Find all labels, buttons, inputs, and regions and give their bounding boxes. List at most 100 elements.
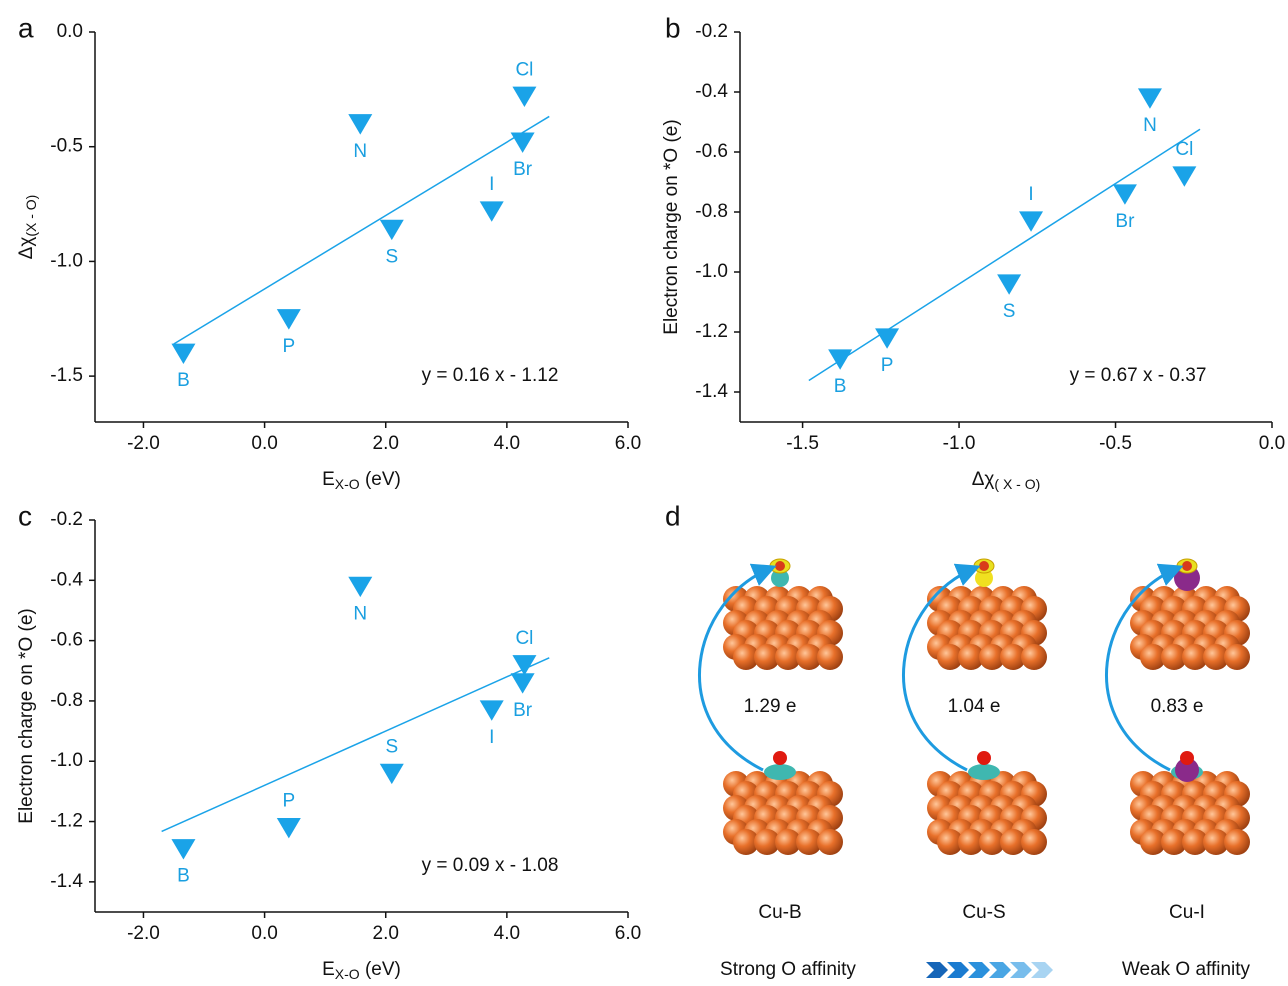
y-label-main: Electron charge on *O (e) [661,119,682,334]
point-label: I [489,174,494,195]
y-tick-label: -0.6 [695,141,728,162]
point [1019,211,1043,231]
x-tick-label: 2.0 [373,433,399,454]
point [480,700,504,720]
cu-atom [1224,829,1250,855]
cu-atom [817,644,843,670]
o-top [979,561,989,571]
x-tick-label: -1.5 [786,433,819,454]
point-label: P [282,791,295,812]
x-tick-label: 6.0 [615,433,641,454]
x-axis-label: EX-O (eV) [322,469,401,492]
y-tick-label: -1.2 [695,321,728,342]
point-label: Cl [515,59,533,80]
point [348,577,372,597]
point-label: B [177,370,190,391]
cu-atom [1021,829,1047,855]
x-label-sub: X-O [335,966,360,981]
charge-label: 1.04 e [948,696,1001,717]
y-tick-label: -0.6 [50,630,83,651]
panel-label: a [18,12,34,43]
y-tick-label: -0.4 [50,569,83,590]
y-tick-label: -0.8 [50,690,83,711]
cu-atom [1224,644,1250,670]
cu-atom [1021,644,1047,670]
x-tick-label: -1.0 [943,433,976,454]
x-label-unit: (eV) [360,469,401,490]
point [277,309,301,329]
panel-label: c [18,500,32,531]
system-label: Cu-B [758,902,801,923]
point-label: S [385,736,398,757]
y-label-main: Δχ [16,237,37,260]
caption-left: Strong O affinity [720,959,856,980]
o-bottom [1180,751,1194,765]
x-tick-label: 4.0 [494,923,520,944]
point [511,133,535,153]
point [348,114,372,134]
point-label: Cl [515,628,533,649]
chevron [989,962,1011,978]
x-label-main: E [322,959,335,980]
x-tick-label: 2.0 [373,923,399,944]
x-tick-label: 0.0 [251,433,277,454]
point-label: I [489,727,494,748]
system-label: Cu-S [962,902,1005,923]
x-label-sub: ( X - O) [994,476,1040,492]
x-label-main: Δχ [972,469,995,490]
point-label: B [177,866,190,887]
panel-label: b [665,12,681,43]
point-label: N [353,141,367,162]
point [171,839,195,859]
point-label: Cl [1175,139,1193,160]
point-label: N [353,603,367,624]
fit-line [809,129,1200,380]
y-tick-label: -0.8 [695,201,728,222]
point [1113,184,1137,204]
point [828,349,852,369]
y-tick-label: -1.4 [50,871,83,892]
o-top [775,561,785,571]
y-tick-label: -1.5 [50,365,83,386]
chevron [968,962,990,978]
y-tick-label: -0.2 [50,509,83,530]
panel-d: 1.29 eCu-B1.04 eCu-S0.83 eCu-IStrong O a… [700,559,1251,980]
point-label: B [834,376,847,397]
point [171,344,195,364]
point [380,220,404,240]
x-label-sub: X-O [335,476,360,492]
point [380,764,404,784]
fit-equation: y = 0.16 x - 1.12 [422,365,559,386]
y-axis-label: Δχ(X - O) [16,195,39,260]
point-label: N [1143,115,1157,136]
point-label: I [1028,184,1033,205]
point-label: P [881,355,894,376]
figure: 1.29 eCu-B1.04 eCu-S0.83 eCu-IStrong O a… [0,0,1288,981]
density-bottom [764,764,796,780]
x-tick-label: 6.0 [615,923,641,944]
y-tick-label: -0.2 [695,21,728,42]
y-tick-label: 0.0 [57,21,83,42]
point-label: Br [1115,211,1135,232]
x-tick-label: -0.5 [1099,433,1132,454]
chevron [926,962,948,978]
y-tick-label: -1.0 [695,261,728,282]
point [277,818,301,838]
point-label: S [1003,301,1016,322]
point [875,328,899,348]
y-tick-label: -1.0 [50,750,83,771]
x-axis-label: EX-O (eV) [322,959,401,981]
y-tick-label: -0.5 [50,136,83,157]
density-bottom [968,764,1000,780]
y-tick-label: -1.0 [50,250,83,271]
point-label: Br [513,700,533,721]
fit-equation: y = 0.09 x - 1.08 [422,855,559,876]
point-label: Br [513,159,533,180]
o-bottom [977,751,991,765]
y-label-main: Electron charge on *O (e) [16,608,37,823]
o-bottom [773,751,787,765]
point [511,673,535,693]
chevron [947,962,969,978]
chevron [1031,962,1053,978]
charge-label: 1.29 e [744,696,797,717]
